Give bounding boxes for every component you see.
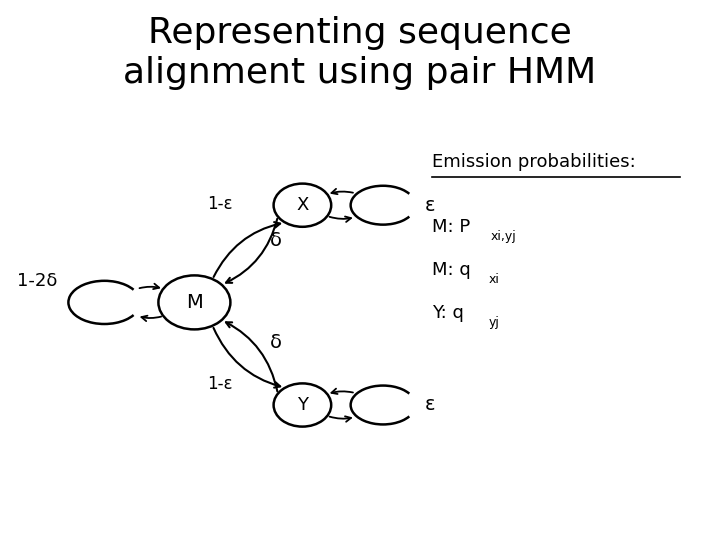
Text: Y: q: Y: q <box>432 304 464 322</box>
Text: Emission probabilities:: Emission probabilities: <box>432 153 636 171</box>
Text: ε: ε <box>425 195 436 215</box>
Text: X: X <box>296 196 309 214</box>
Text: M: q: M: q <box>432 261 471 279</box>
Text: δ: δ <box>270 333 282 353</box>
Text: M: P: M: P <box>432 218 470 236</box>
Text: 1-2δ: 1-2δ <box>17 272 58 290</box>
Text: ε: ε <box>425 395 436 415</box>
Text: yj: yj <box>488 316 499 329</box>
Text: Y: Y <box>297 396 308 414</box>
Text: M: M <box>186 293 203 312</box>
Circle shape <box>158 275 230 329</box>
Circle shape <box>274 383 331 427</box>
Text: δ: δ <box>270 231 282 250</box>
Circle shape <box>274 184 331 227</box>
Text: Representing sequence
alignment using pair HMM: Representing sequence alignment using pa… <box>123 16 597 90</box>
Text: 1-ε: 1-ε <box>207 195 233 213</box>
Text: 1-ε: 1-ε <box>207 375 233 393</box>
Text: xi,yj: xi,yj <box>491 230 517 243</box>
Text: xi: xi <box>488 273 499 286</box>
